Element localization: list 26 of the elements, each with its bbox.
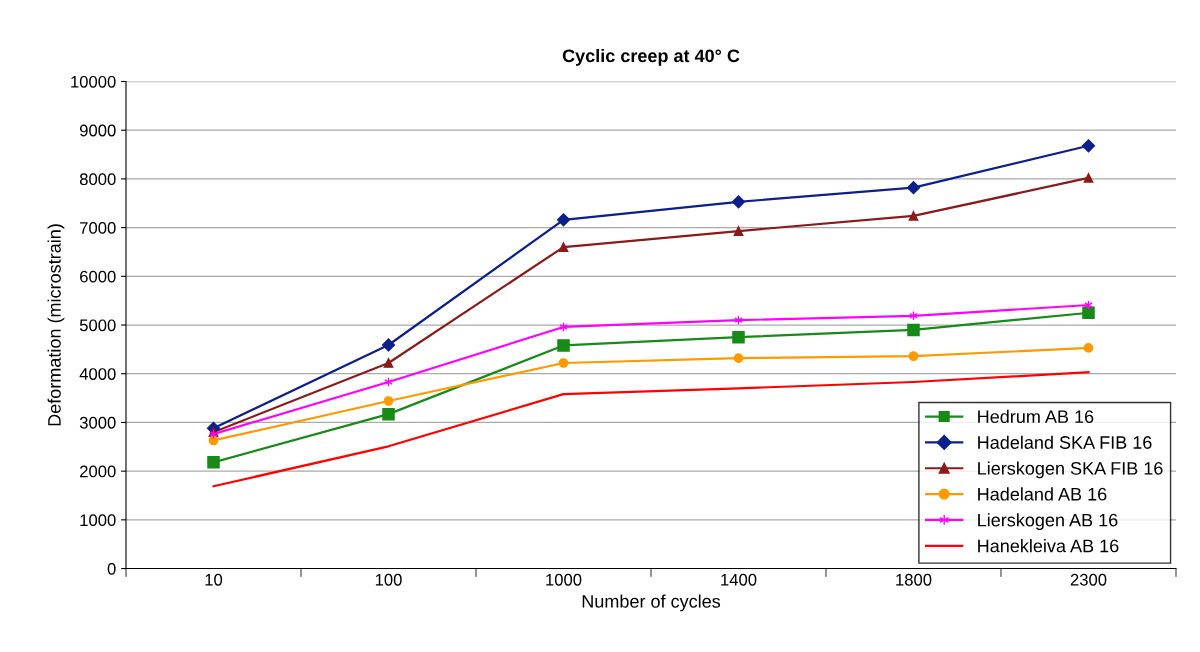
y-tick-label: 1000 — [80, 514, 116, 527]
y-tick-label: 2000 — [80, 465, 116, 478]
y-tick-label: 4000 — [79, 368, 116, 380]
legend-label: Hadeland AB 16 — [978, 487, 1107, 501]
x-tick-label: 100 — [375, 573, 402, 586]
y-tick-label: 6000 — [80, 270, 116, 283]
legend-label: Hedrum AB 16 — [978, 409, 1094, 424]
legend-label: Lierskogen AB 16 — [978, 513, 1118, 531]
y-tick-label: 0 — [107, 562, 116, 575]
y-tick-label: 5000 — [79, 319, 116, 332]
y-tick-label: 3000 — [79, 416, 116, 429]
y-tick-label: 7000 — [80, 222, 116, 234]
legend-label: Hanekleiva AB 16 — [978, 539, 1119, 553]
x-tick-label: 1800 — [896, 573, 932, 586]
y-tick-label: 8000 — [79, 173, 116, 186]
x-tick-label: 1400 — [721, 573, 757, 586]
y-tick-label: 9000 — [79, 124, 116, 137]
legend-label: Lierskogen SKA FIB 16 — [978, 461, 1163, 479]
chart-title: Cyclic creep at 40° C — [562, 48, 740, 66]
x-tick-label: 10 — [205, 573, 223, 586]
legend-label: Hadeland SKA FIB 16 — [978, 435, 1152, 449]
x-tick-label: 1000 — [546, 573, 582, 586]
x-tick-label: 2300 — [1070, 573, 1107, 586]
y-tick-label: 10000 — [71, 75, 116, 88]
y-axis-title: Deformation (microstrain) — [47, 224, 65, 426]
x-axis-title: Number of cycles — [582, 594, 721, 612]
